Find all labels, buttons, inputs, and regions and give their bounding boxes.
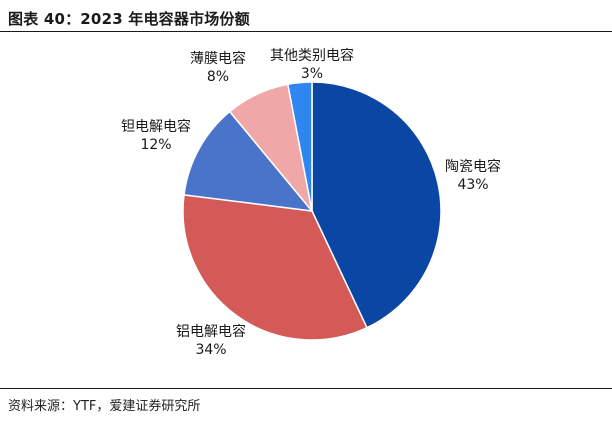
slice-name-label: 钽电解电容 [121, 118, 191, 135]
source-note: 资料来源：YTF，爱建证券研究所 [8, 399, 201, 414]
slice-name-label: 薄膜电容 [190, 50, 246, 67]
figure-title: 图表 40：2023 年电容器市场份额 [8, 10, 250, 28]
slice-value-label: 12% [140, 137, 171, 153]
slice-value-label: 34% [195, 342, 226, 358]
slice-value-label: 3% [301, 66, 323, 82]
slice-value-label: 43% [457, 177, 488, 193]
title-rule [0, 31, 612, 32]
slice-name-label: 铝电解电容 [176, 323, 246, 340]
slice-labels: 陶瓷电容 43% 铝电解电容 34% 钽电解电容 12% 薄膜电容 8% 其他类别电容 3% [121, 47, 501, 358]
pie-slice [182, 193, 368, 341]
pie-slice [183, 110, 314, 212]
pie-slices [182, 81, 442, 341]
slice-name-label: 其他类别电容 [270, 47, 354, 64]
slice-value-label: 8% [207, 69, 229, 85]
pie-slice [286, 81, 313, 212]
pie-slice [311, 81, 442, 329]
slice-name-label: 陶瓷电容 [445, 158, 501, 175]
source-rule [0, 388, 612, 389]
